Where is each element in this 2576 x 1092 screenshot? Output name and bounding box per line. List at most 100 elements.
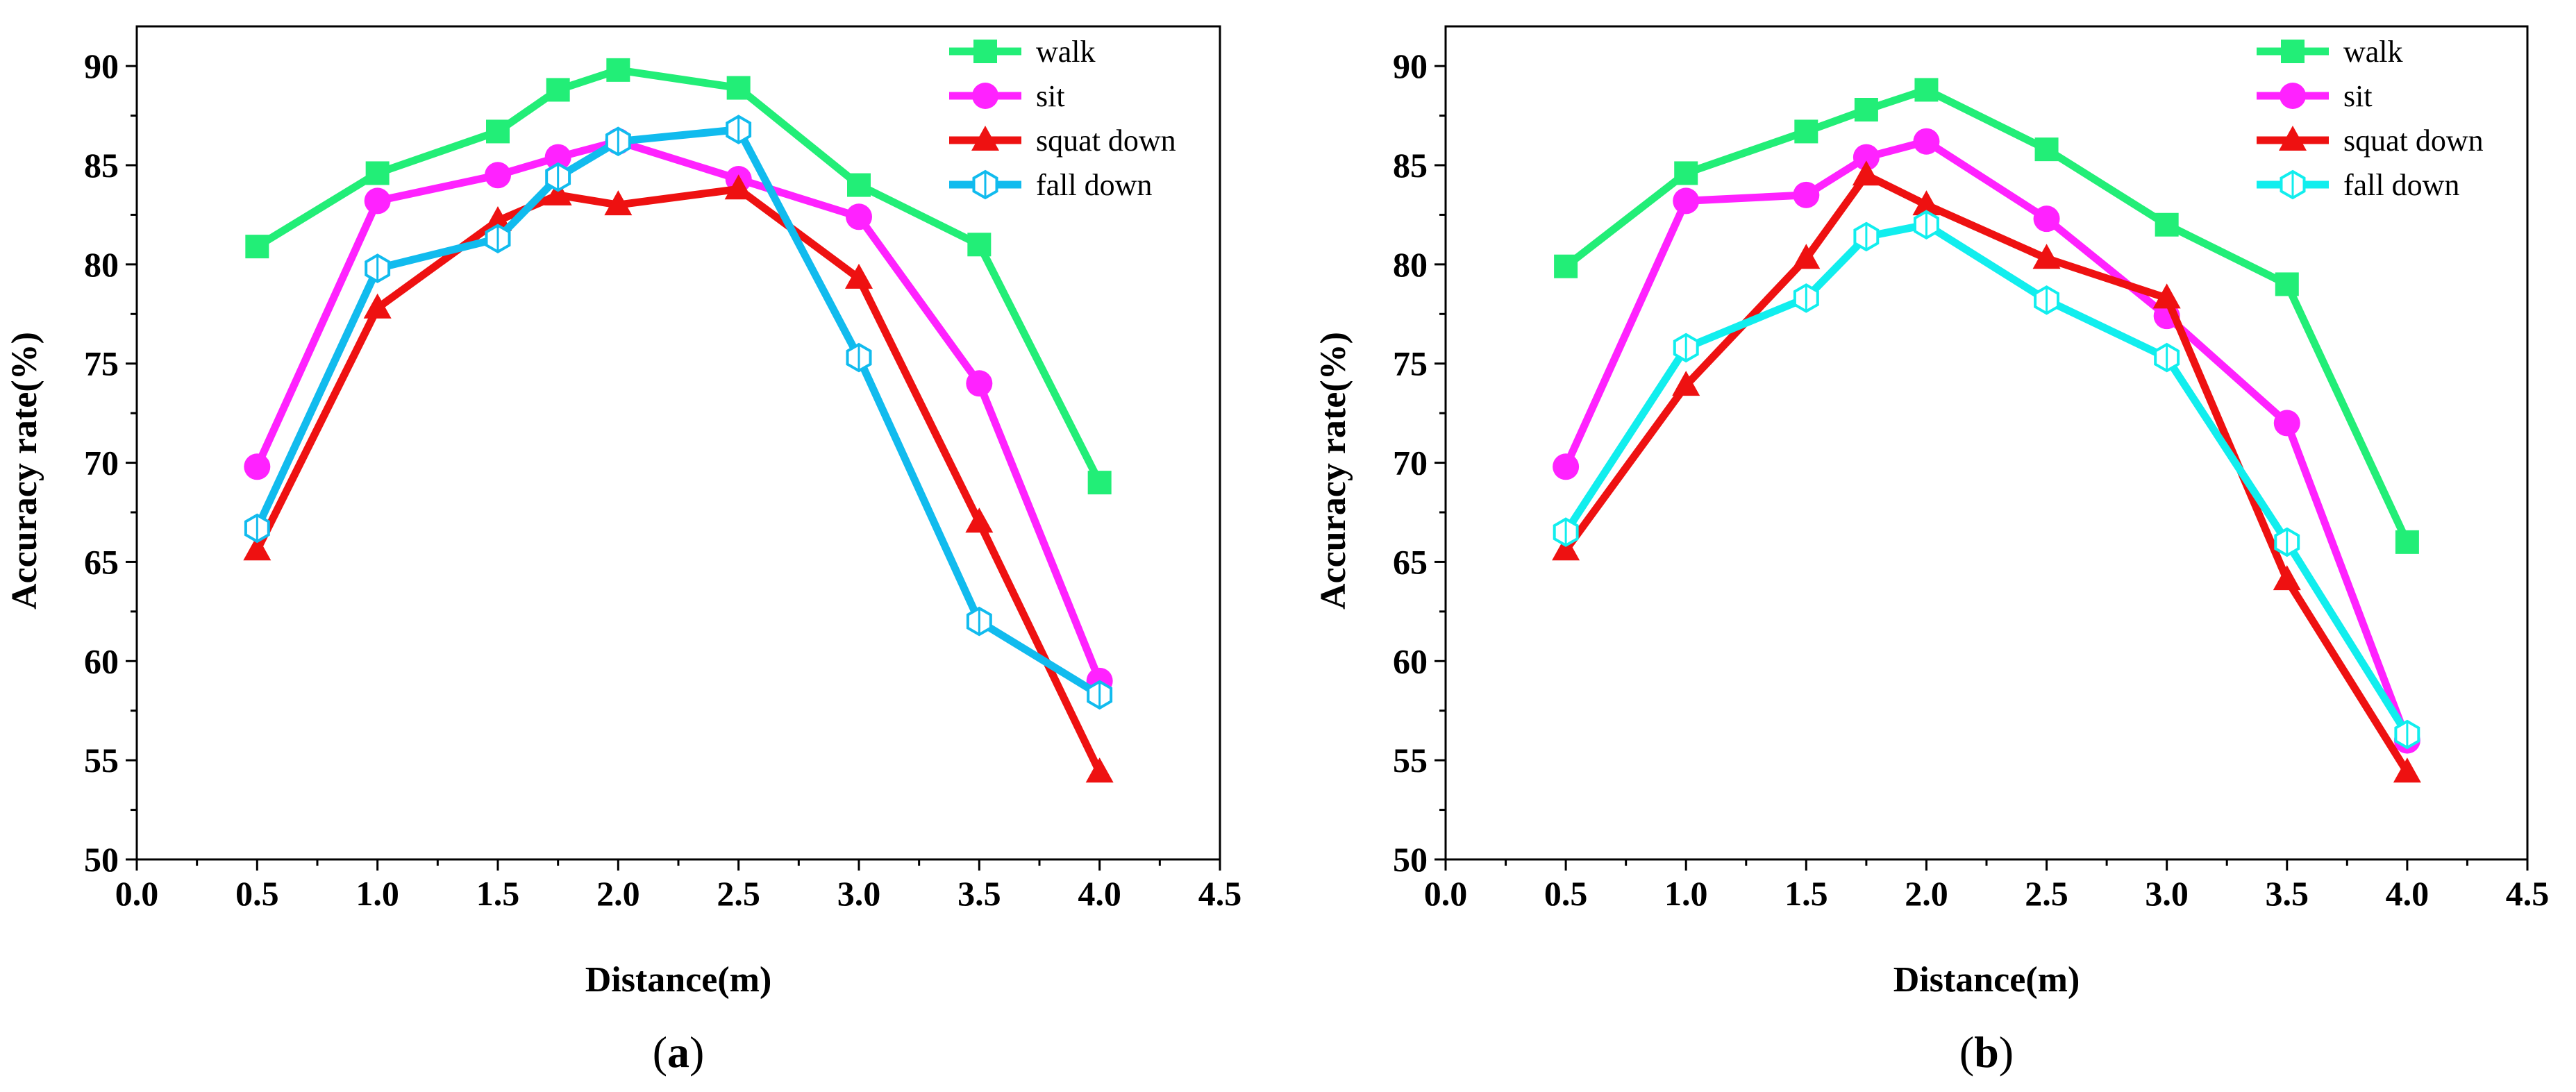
data-point — [605, 126, 631, 157]
legend-label: squat down — [1036, 124, 1176, 158]
data-point — [1673, 187, 1700, 215]
data-point — [2393, 757, 2421, 783]
legend-label: fall down — [1036, 168, 1152, 202]
x-tick-label: 4.0 — [1078, 874, 1121, 913]
y-tick-label: 55 — [1393, 741, 1428, 780]
x-tick-label: 3.5 — [957, 874, 1001, 913]
data-point — [967, 233, 992, 257]
data-point — [1852, 144, 1880, 171]
y-tick-label: 50 — [1393, 840, 1428, 879]
data-point — [2395, 530, 2419, 554]
data-point — [2273, 410, 2300, 437]
data-point — [1673, 333, 1699, 363]
panel-caption: (b) — [1959, 1027, 2014, 1077]
legend-label: sit — [2343, 79, 2373, 113]
data-point — [1853, 221, 1880, 252]
series-sit — [1553, 128, 2420, 754]
data-point — [544, 180, 572, 205]
data-point — [1794, 119, 1818, 144]
data-point — [2032, 244, 2061, 269]
caption-close-paren: ) — [689, 1027, 704, 1077]
legend-item: walk — [949, 35, 1096, 69]
data-point — [1552, 535, 1580, 561]
legend-swatch-marker — [2280, 169, 2306, 200]
x-tick-label: 0.5 — [235, 874, 279, 913]
legend-label: squat down — [2343, 124, 2484, 158]
y-tick-label: 80 — [1393, 245, 1428, 284]
legend-swatch-marker — [2279, 126, 2307, 151]
data-point — [244, 513, 270, 544]
data-point — [2154, 342, 2180, 373]
data-point — [1553, 453, 1580, 480]
data-point — [2275, 272, 2299, 296]
data-point — [846, 342, 872, 373]
series-walk — [1554, 78, 2419, 554]
legend-item: fall down — [2257, 168, 2459, 202]
x-axis-title: Distance(m) — [1893, 960, 2080, 1000]
y-tick-label: 70 — [84, 444, 119, 482]
legend: walk sit squat down fall down — [949, 35, 1176, 202]
data-point — [726, 76, 751, 100]
series-line — [1562, 221, 2411, 737]
data-point — [545, 162, 571, 192]
data-point — [1913, 128, 1940, 155]
x-tick-label: 1.0 — [1664, 874, 1708, 913]
legend-item: squat down — [949, 124, 1176, 158]
data-point — [1914, 210, 1939, 240]
data-point — [2394, 719, 2420, 750]
data-point — [1553, 517, 1579, 547]
data-point — [966, 606, 992, 637]
data-point — [364, 187, 391, 215]
caption-open-paren: ( — [653, 1027, 667, 1077]
legend-label: walk — [2343, 35, 2403, 69]
y-tick-label: 60 — [84, 641, 119, 680]
legend-swatch-marker — [972, 83, 998, 109]
data-point — [726, 115, 752, 144]
data-point — [604, 190, 633, 216]
data-point — [2273, 565, 2301, 591]
x-tick-label: 1.5 — [476, 874, 520, 913]
data-point — [485, 162, 511, 189]
y-tick-label: 70 — [1393, 444, 1428, 482]
series-squat-down — [1552, 160, 2421, 783]
legend-item: squat down — [2257, 124, 2484, 158]
data-point — [1912, 190, 1941, 216]
x-tick-label: 2.5 — [717, 874, 760, 913]
y-tick-label: 90 — [1393, 47, 1428, 85]
data-point — [485, 224, 511, 254]
legend-swatch-marker — [2280, 83, 2306, 109]
chart-panel-a: 0.0 0.5 1.0 1.5 2.0 2.5 3.0 3.5 4.0 4.5 50 55 60 65 70… — [5, 25, 1242, 1077]
data-point — [486, 119, 510, 144]
y-tick-label: 50 — [84, 840, 119, 879]
x-tick-label: 0.0 — [115, 874, 159, 913]
data-point — [363, 293, 392, 319]
y-tick-label: 60 — [1393, 641, 1428, 680]
data-point — [243, 535, 271, 561]
data-point — [1087, 471, 1112, 495]
legend-label: walk — [1036, 35, 1096, 69]
data-point — [2034, 285, 2059, 315]
series-fall-down — [244, 115, 1113, 710]
data-point — [1793, 181, 1820, 208]
y-tick-label: 75 — [84, 344, 119, 383]
legend-swatch-marker — [972, 169, 998, 200]
data-point — [546, 78, 570, 102]
x-tick-label: 3.0 — [2145, 874, 2189, 913]
series-squat-down — [243, 174, 1114, 783]
data-point — [1854, 98, 1878, 121]
caption-open-paren: ( — [1959, 1027, 1974, 1077]
data-point — [2034, 137, 2059, 162]
data-point — [966, 370, 993, 397]
x-tick-label: 2.0 — [596, 874, 640, 913]
legend-item: sit — [949, 79, 1065, 113]
caption-letter: b — [1974, 1027, 1999, 1077]
data-point — [1087, 680, 1113, 710]
data-point — [965, 507, 994, 533]
data-point — [2152, 283, 2181, 309]
x-tick-label: 2.0 — [1905, 874, 1948, 913]
y-tick-label: 65 — [84, 542, 119, 581]
x-tick-label: 4.5 — [1198, 874, 1242, 913]
data-point — [1085, 757, 1114, 783]
x-tick-label: 3.0 — [837, 874, 881, 913]
data-point — [724, 174, 753, 200]
